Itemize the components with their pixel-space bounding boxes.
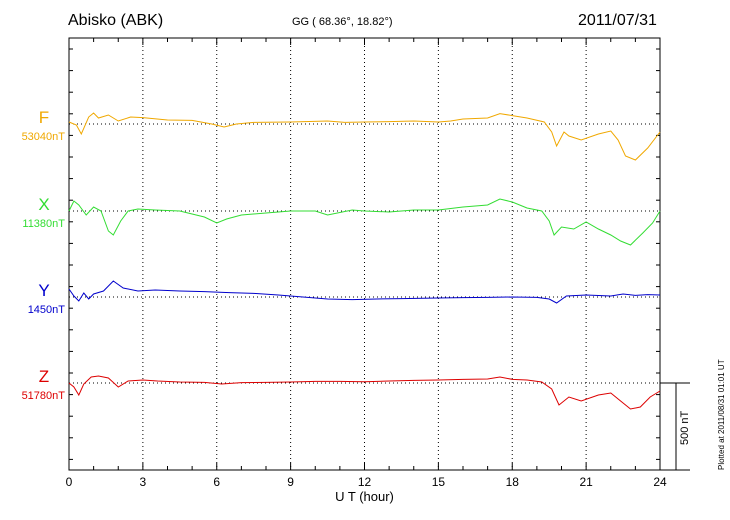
x-tick-label: 6 — [213, 475, 220, 489]
series-line-x — [68, 198, 661, 246]
series-name-f: F — [39, 108, 49, 127]
scale-bar-label: 500 nT — [679, 410, 691, 445]
series-line-z — [68, 375, 661, 410]
x-tick-label: 18 — [506, 475, 520, 489]
x-tick-label: 21 — [579, 475, 593, 489]
x-tick-label: 15 — [432, 475, 446, 489]
date-label: 2011/07/31 — [578, 12, 657, 29]
series-name-z: Z — [39, 367, 49, 386]
baseline-label-y: 1450nT — [28, 304, 66, 316]
x-axis-label: U T (hour) — [335, 489, 394, 504]
series-name-y: Y — [38, 281, 49, 300]
series-line-y — [68, 280, 661, 304]
x-tick-label: 24 — [653, 475, 667, 489]
station-title: Abisko (ABK) — [68, 12, 164, 29]
series-name-x: X — [38, 195, 49, 214]
geographic-coordinates: GG ( 68.36°, 18.82°) — [292, 16, 393, 28]
baseline-label-f: 53040nT — [22, 131, 66, 143]
x-tick-label: 12 — [358, 475, 372, 489]
baseline-label-x: 11380nT — [22, 218, 65, 230]
x-tick-label: 9 — [287, 475, 294, 489]
x-tick-label: 3 — [140, 475, 147, 489]
x-tick-label: 0 — [66, 475, 73, 489]
baseline-label-z: 51780nT — [22, 390, 66, 402]
series-line-f — [68, 112, 661, 161]
plotted-timestamp: Plotted at 2011/08/31 01:01 UT — [717, 359, 726, 470]
